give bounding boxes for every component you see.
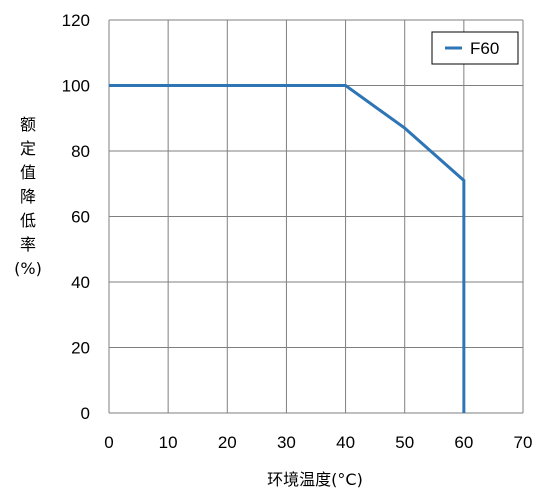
y-tick-label: 40 (71, 273, 90, 292)
y-tick-label: 20 (71, 339, 90, 358)
series-layer (109, 84, 466, 413)
series-line-f60 (109, 84, 466, 413)
x-axis-title: 环境温度(°C) (267, 470, 363, 489)
y-axis-title: 额定值降低率(%) (14, 115, 42, 278)
x-tick-label: 0 (104, 433, 113, 452)
x-tick-label: 50 (395, 433, 414, 452)
x-tick-label: 30 (277, 433, 296, 452)
legend: F60 (431, 31, 519, 65)
grid (108, 19, 524, 414)
tick-labels: 0 10 20 30 40 50 60 70 0 20 40 60 80 100 120 (62, 11, 533, 452)
x-tick-label: 70 (514, 433, 533, 452)
x-tick-label: 20 (218, 433, 237, 452)
legend-label-f60: F60 (470, 39, 499, 58)
y-tick-label: 80 (71, 142, 90, 161)
x-tick-label: 10 (159, 433, 178, 452)
y-tick-label: 120 (62, 11, 90, 30)
x-tick-label: 40 (336, 433, 355, 452)
y-tick-label: 0 (81, 404, 90, 423)
y-tick-label: 100 (62, 77, 90, 96)
x-tick-label: 60 (454, 433, 473, 452)
y-tick-label: 60 (71, 208, 90, 227)
